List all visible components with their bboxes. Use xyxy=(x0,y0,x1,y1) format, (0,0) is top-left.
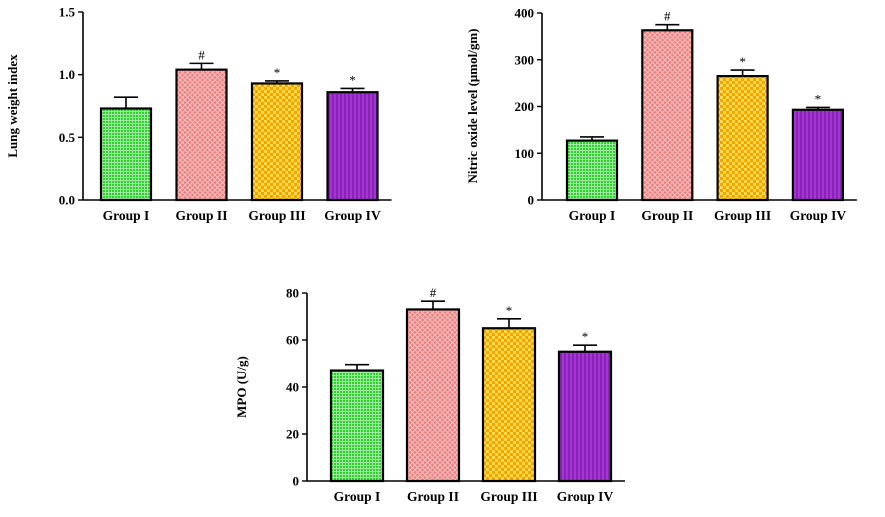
y-tick-label: 300 xyxy=(515,52,535,67)
bar xyxy=(716,75,769,202)
y-tick-label: 400 xyxy=(515,6,535,21)
y-axis-title: MPO (U/g) xyxy=(234,356,249,418)
bar-group-2: # Group II xyxy=(641,9,694,223)
y-tick-label: 80 xyxy=(286,286,299,301)
y-tick-label: 40 xyxy=(286,380,299,395)
bar-group-4: * Group IV xyxy=(557,329,614,504)
y-tick-label: 0 xyxy=(293,474,300,489)
bar-group-2: # Group II xyxy=(405,285,461,504)
x-category-label: Group I xyxy=(334,489,381,504)
x-category-label: Group IV xyxy=(557,489,614,504)
significance-mark: # xyxy=(664,9,671,24)
significance-mark: * xyxy=(349,72,356,87)
y-axis-title: Lung weight index xyxy=(5,54,20,158)
significance-mark: # xyxy=(430,285,437,300)
bar xyxy=(175,68,228,202)
y-axis-title: Nitric oxide level (μmol/gm) xyxy=(465,28,480,183)
bar xyxy=(791,108,845,202)
x-category-label: Group II xyxy=(176,208,228,223)
chart-panel-mpo: 0 20 40 60 80 MPO (U/g) Group I # Group II * Group… xyxy=(234,285,625,504)
y-tick-label: 20 xyxy=(286,427,299,442)
y-tick-label: 0.5 xyxy=(59,130,76,145)
bar-group-3: * Group III xyxy=(480,303,537,504)
bar-group-1: Group I xyxy=(565,136,619,223)
chart-panel-lung: 0.0 0.5 1.0 1.5 Lung weight index Group I # Gro… xyxy=(5,5,392,223)
y-tick-label: 1.0 xyxy=(59,67,75,82)
bar xyxy=(250,82,304,202)
bar-group-4: * Group IV xyxy=(790,91,847,223)
bar xyxy=(557,350,613,483)
bar-group-1: Group I xyxy=(329,363,385,504)
bar xyxy=(329,369,385,483)
x-category-label: Group III xyxy=(480,489,537,504)
significance-mark: * xyxy=(506,303,513,318)
y-tick-label: 100 xyxy=(515,146,535,161)
x-category-label: Group III xyxy=(714,208,771,223)
x-category-label: Group II xyxy=(641,208,693,223)
significance-mark: * xyxy=(582,329,589,344)
bar xyxy=(99,107,153,202)
x-category-label: Group IV xyxy=(790,208,847,223)
y-tick-label: 200 xyxy=(515,99,535,114)
y-tick-label: 0.0 xyxy=(59,193,75,208)
x-category-label: Group I xyxy=(569,208,616,223)
bar-group-3: * Group III xyxy=(248,65,305,223)
x-category-label: Group III xyxy=(248,208,305,223)
y-tick-label: 0 xyxy=(528,193,535,208)
y-tick-label: 60 xyxy=(286,333,299,348)
x-category-label: Group II xyxy=(407,489,459,504)
bar-group-2: # Group II xyxy=(175,47,228,223)
significance-mark: # xyxy=(198,47,205,62)
significance-mark: * xyxy=(815,91,822,106)
bar xyxy=(405,308,461,483)
x-category-label: Group I xyxy=(103,208,150,223)
bar-group-3: * Group III xyxy=(714,54,771,223)
bar xyxy=(326,91,379,202)
bar-group-1: Group I xyxy=(99,96,153,223)
significance-mark: * xyxy=(274,65,281,80)
bar xyxy=(641,29,694,202)
significance-mark: * xyxy=(739,54,746,69)
chart-panel-no: 0 100 200 300 400 Nitric oxide level (μmol/gm… xyxy=(465,6,857,223)
x-category-label: Group IV xyxy=(324,208,381,223)
bar-group-4: * Group IV xyxy=(324,72,381,223)
y-tick-label: 1.5 xyxy=(59,5,76,20)
bar xyxy=(481,327,537,483)
bar xyxy=(565,139,619,202)
